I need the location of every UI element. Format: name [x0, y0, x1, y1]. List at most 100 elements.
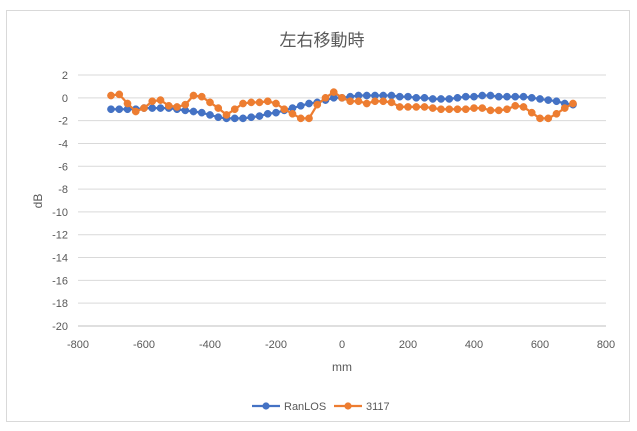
data-point: [536, 114, 544, 123]
legend-label: RanLOS: [284, 401, 326, 413]
data-point: [511, 92, 520, 101]
data-point: [519, 103, 528, 111]
legend: RanLOS 3117: [252, 401, 390, 413]
data-point: [453, 93, 462, 102]
data-point: [445, 95, 454, 103]
data-point: [544, 114, 553, 123]
data-point: [511, 101, 520, 110]
y-tick-label: -20: [52, 321, 68, 333]
x-axis-ticks: -800 -600 -400 -200 0 200 400 600 800: [67, 339, 615, 351]
x-tick-label: -200: [265, 339, 287, 351]
data-point: [486, 106, 495, 115]
data-point: [404, 103, 412, 111]
legend-marker: [344, 402, 352, 410]
y-tick-label: -4: [58, 138, 68, 150]
data-point: [494, 92, 503, 101]
data-point: [321, 93, 330, 102]
data-point: [214, 113, 223, 122]
y-tick-label: -10: [52, 207, 68, 219]
data-point: [189, 91, 198, 100]
data-point: [461, 105, 470, 114]
data-point: [437, 105, 445, 114]
data-point: [263, 109, 272, 118]
data-point: [239, 99, 247, 108]
data-point: [404, 92, 412, 101]
data-point: [560, 104, 569, 112]
y-axis-label: dB: [31, 194, 45, 209]
data-point: [206, 111, 214, 119]
data-point: [197, 92, 206, 101]
data-point: [280, 105, 289, 114]
data-point: [420, 103, 429, 111]
y-tick-label: -12: [52, 230, 68, 242]
data-point: [313, 100, 322, 109]
data-point: [544, 96, 553, 104]
legend-item-RanLOS: RanLOS: [252, 401, 326, 413]
data-point: [552, 97, 561, 106]
data-point: [263, 97, 272, 106]
series-layer: [107, 88, 577, 123]
data-point: [222, 111, 231, 119]
data-point: [371, 97, 379, 106]
legend-item-3117: 3117: [334, 401, 390, 413]
data-point: [338, 93, 346, 102]
data-point: [123, 99, 132, 108]
data-point: [164, 101, 173, 110]
data-point: [428, 104, 437, 112]
data-point: [494, 106, 503, 115]
y-tick-label: -14: [52, 253, 68, 265]
data-point: [387, 98, 396, 107]
data-point: [230, 114, 239, 123]
data-point: [527, 108, 536, 117]
x-tick-label: 200: [399, 339, 417, 351]
y-tick-label: -18: [52, 298, 68, 310]
data-point: [362, 99, 371, 108]
data-point: [395, 92, 404, 101]
legend-marker: [262, 402, 270, 410]
data-point: [156, 104, 165, 112]
series-3117: [107, 88, 577, 123]
data-point: [296, 114, 305, 123]
x-tick-label: -400: [199, 339, 221, 351]
data-point: [395, 103, 404, 111]
data-point: [486, 91, 495, 100]
chart-frame: [6, 10, 630, 422]
data-point: [420, 93, 429, 102]
data-point: [107, 91, 115, 100]
data-point: [503, 105, 511, 114]
x-tick-label: 0: [339, 339, 345, 351]
y-tick-label: -16: [52, 275, 68, 287]
data-point: [214, 104, 223, 112]
data-point: [379, 97, 388, 106]
data-point: [329, 88, 338, 96]
y-tick-label: -8: [58, 184, 68, 196]
data-point: [519, 92, 528, 101]
x-axis-label: mm: [332, 360, 352, 374]
data-point: [148, 97, 157, 106]
data-point: [461, 92, 470, 101]
data-point: [503, 92, 511, 101]
data-point: [247, 98, 256, 107]
data-point: [140, 104, 148, 112]
data-point: [305, 99, 313, 108]
x-tick-label: 800: [597, 339, 615, 351]
data-point: [569, 99, 577, 108]
data-point: [131, 107, 140, 116]
data-point: [189, 107, 198, 116]
data-point: [296, 101, 305, 110]
data-point: [354, 97, 363, 106]
data-point: [107, 105, 115, 114]
y-axis-ticks: 2 0 -2 -4 -6 -8 -10 -12 -14 -16 -18 -20: [52, 70, 68, 333]
data-point: [272, 108, 280, 117]
data-point: [148, 104, 157, 112]
data-point: [412, 103, 421, 111]
data-point: [305, 114, 313, 123]
y-tick-label: 2: [62, 70, 68, 82]
data-point: [437, 95, 445, 103]
x-tick-label: -800: [67, 339, 89, 351]
data-point: [470, 104, 478, 112]
data-point: [239, 114, 247, 123]
data-point: [470, 92, 478, 101]
data-point: [346, 97, 355, 106]
data-point: [156, 96, 165, 104]
